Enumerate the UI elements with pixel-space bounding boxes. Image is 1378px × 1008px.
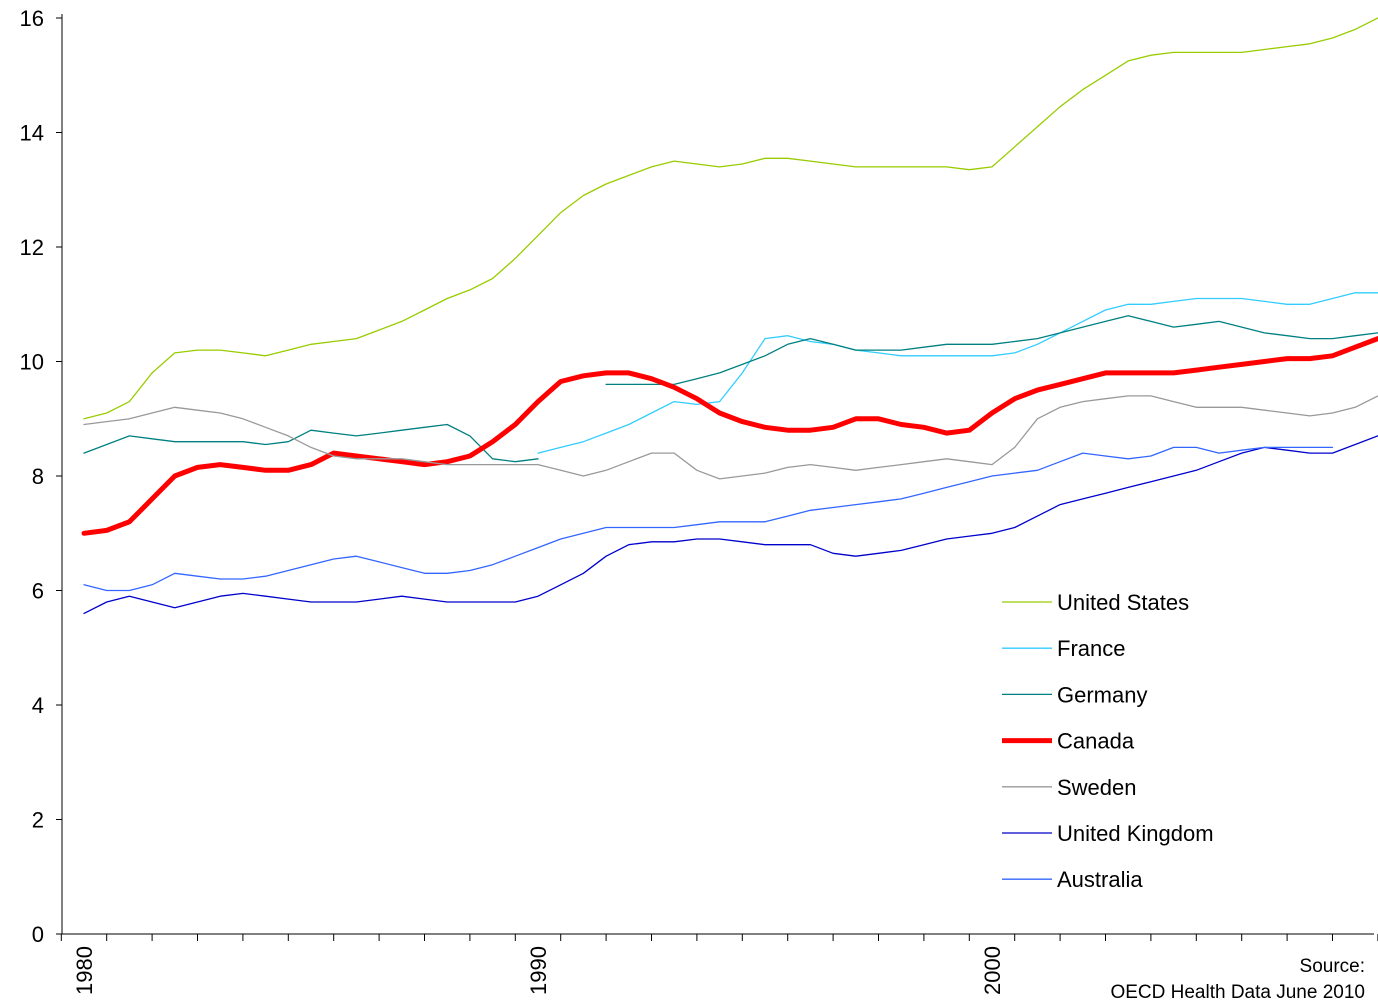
y-tick-label: 0 (32, 922, 44, 947)
series-line-canada (81, 336, 1378, 536)
y-tick-label: 10 (20, 350, 44, 375)
y-tick-label: 16 (20, 6, 44, 31)
legend-label-france: France (1057, 636, 1125, 661)
legend-label-united-states: United States (1057, 590, 1189, 615)
source-line-2: OECD Health Data June 2010 (1110, 982, 1365, 1003)
y-tick-label: 12 (20, 235, 44, 260)
x-tick-label: 1980 (72, 946, 97, 995)
y-tick-label: 6 (32, 579, 44, 604)
y-tick-label: 4 (32, 693, 44, 718)
axes: 0 2 4 6 8 10 12 14 16 1980 1990 2000 (20, 6, 1378, 995)
series-line-sweden (83, 395, 1378, 480)
legend-label-united-kingdom: United Kingdom (1057, 821, 1214, 846)
series-line-germany (605, 315, 1378, 386)
series-line-united-kingdom (83, 435, 1378, 615)
y-tick-label: 2 (32, 808, 44, 833)
series-line-germany (83, 423, 539, 463)
legend: United States France Germany Canada Sweden Un… (1002, 590, 1214, 892)
series-line-france (537, 292, 1378, 454)
series-line-australia (83, 446, 1334, 592)
legend-label-germany: Germany (1057, 682, 1147, 707)
legend-label-canada: Canada (1057, 729, 1135, 754)
source-line-1: Source: (1300, 956, 1365, 977)
series-layer (81, 17, 1378, 615)
x-tick-label: 2000 (980, 946, 1005, 995)
legend-label-sweden: Sweden (1057, 775, 1137, 800)
legend-label-australia: Australia (1057, 867, 1143, 892)
series-line-united-states (83, 17, 1378, 420)
x-tick-label: 1990 (526, 946, 551, 995)
y-tick-label: 14 (20, 121, 44, 146)
y-tick-label: 8 (32, 464, 44, 489)
